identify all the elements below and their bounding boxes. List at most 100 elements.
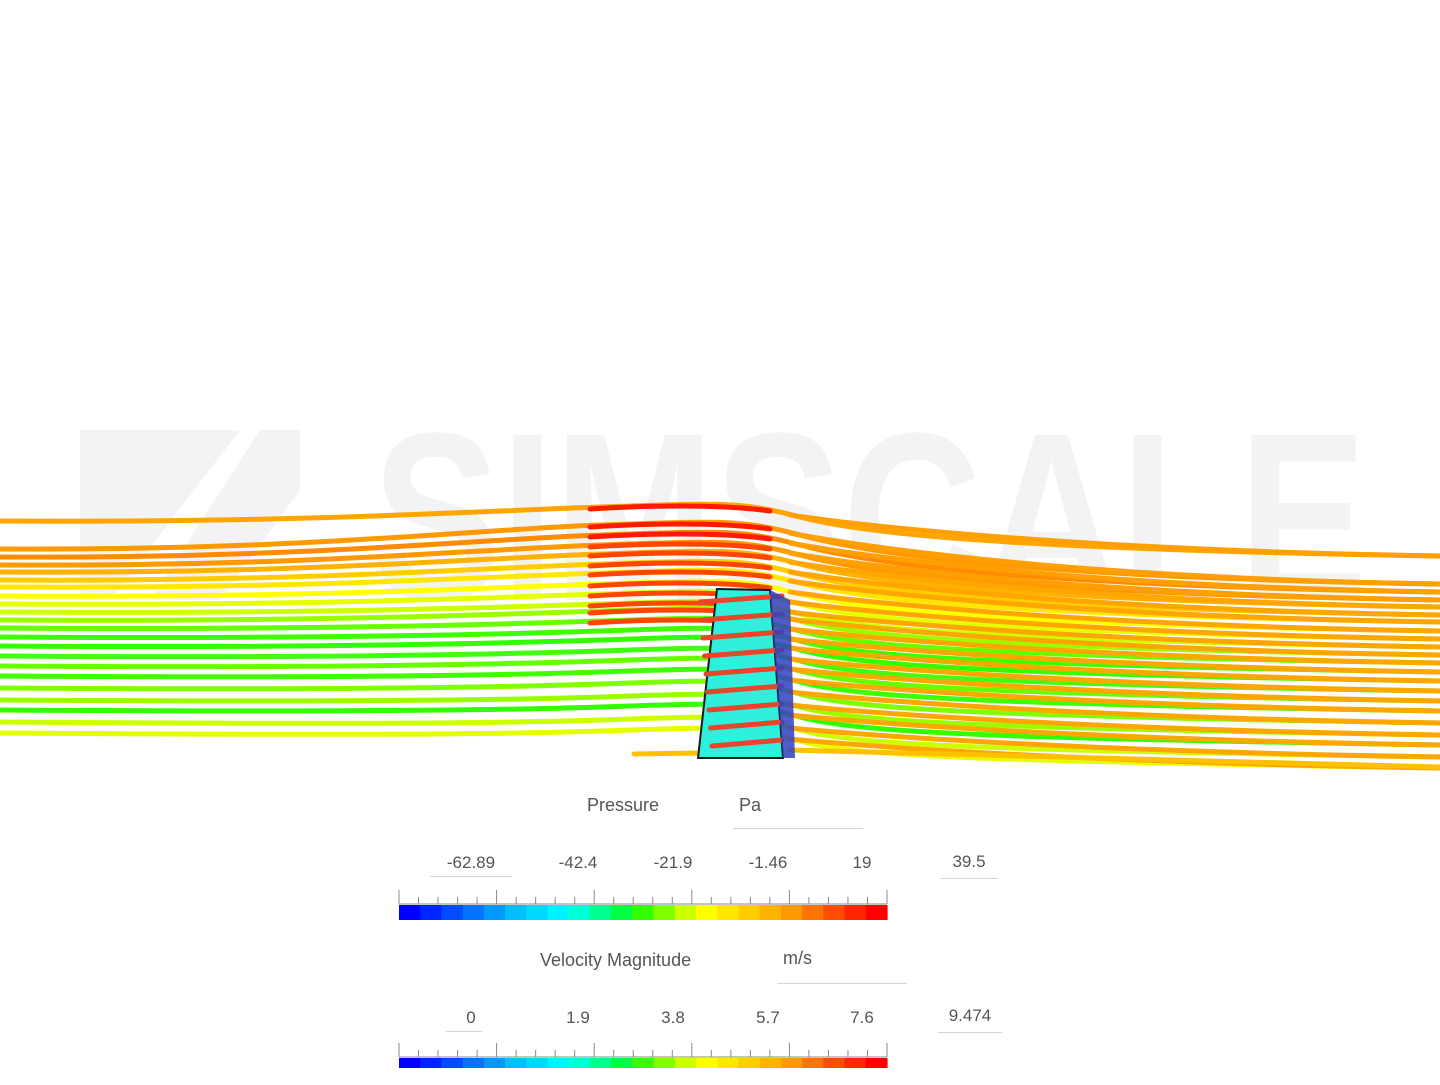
colorbar-swatch — [441, 1058, 464, 1068]
velocity-legend: Velocity Magnitude m/s 0 1.9 3.8 5.7 7.6… — [380, 945, 1020, 1085]
colorbar-swatch — [505, 905, 527, 920]
velocity-tick-4: 7.6 — [850, 1008, 874, 1027]
streamline-downstream — [787, 512, 1440, 559]
body-stripe — [709, 737, 785, 749]
colorbar-swatch — [399, 1058, 421, 1068]
streamline-downstream — [787, 569, 1440, 618]
streamline-downstream — [787, 540, 1440, 595]
colorbar-swatch — [653, 1058, 676, 1068]
streamline-downstream — [787, 578, 1440, 625]
building-pressure-stripes — [697, 590, 795, 758]
colorbar-swatch — [441, 905, 464, 920]
body-stripe — [700, 629, 785, 641]
colorbar-swatch — [420, 905, 443, 920]
velocity-tick-1: 1.9 — [566, 1008, 590, 1027]
streamline — [631, 747, 1440, 770]
colorbar-swatch — [547, 905, 570, 920]
velocity-unit-field[interactable]: m/s — [777, 945, 907, 984]
colorbar-swatch — [653, 905, 676, 920]
colorbar-swatch — [420, 1058, 443, 1068]
body-stripe — [702, 647, 785, 659]
colorbar-swatch — [759, 1058, 782, 1068]
watermark-logo-mark — [80, 430, 300, 600]
streamline-downstream — [787, 589, 1440, 634]
streamline-downstream — [787, 666, 1440, 704]
building-body[interactable] — [696, 587, 795, 759]
velocity-tick-2: 3.8 — [661, 1008, 685, 1027]
colorbar-swatch — [780, 905, 803, 920]
body-stripe — [706, 701, 785, 713]
streamline-high-pressure — [587, 521, 773, 532]
streamline-downstream — [787, 689, 1440, 726]
colorbar-swatch — [823, 905, 846, 920]
body-stripe — [703, 665, 785, 677]
velocity-unit: m/s — [783, 948, 812, 968]
pressure-colorbar — [398, 890, 888, 920]
streamline-downstream — [787, 725, 1440, 760]
velocity-legend-title: Velocity Magnitude — [540, 950, 692, 970]
pressure-unit-field[interactable]: Pa — [733, 790, 863, 829]
colorbar-swatch — [483, 1058, 506, 1068]
colorbar-swatch — [462, 905, 485, 920]
streamline-high-pressure — [587, 541, 773, 552]
velocity-tick-0: 0 — [466, 1008, 476, 1027]
streamline-high-pressure — [587, 569, 773, 580]
pressure-min-field[interactable] — [430, 850, 512, 877]
streamline-high-pressure — [587, 550, 773, 561]
pressure-tick-3: -1.46 — [748, 853, 788, 872]
velocity-max-field[interactable]: 9.474 — [938, 1006, 1002, 1033]
pressure-tick-4: 19 — [852, 853, 872, 872]
colorbar-swatch — [589, 905, 612, 920]
pressure-max-field[interactable]: 39.5 — [940, 852, 998, 879]
colorbar-swatch — [483, 905, 506, 920]
colorbar-swatch — [802, 905, 824, 920]
body-stripe — [705, 683, 785, 695]
colorbar-swatch — [759, 905, 782, 920]
streamline-high-pressure — [587, 531, 773, 542]
colorbar-swatch — [802, 1058, 824, 1068]
streamline-downstream — [787, 677, 1440, 714]
streamline-downstream — [787, 626, 1440, 666]
streamline-downstream — [787, 702, 1440, 738]
body-stripe — [697, 593, 785, 605]
streamline-high-pressure — [587, 560, 773, 571]
colorbar-swatch — [462, 1058, 485, 1068]
colorbar-swatch — [526, 905, 549, 920]
velocity-min-field[interactable] — [446, 1005, 482, 1032]
colorbar-swatch — [844, 905, 867, 920]
colorbar-swatch — [674, 1058, 697, 1068]
pressure-unit: Pa — [739, 795, 762, 815]
colorbar-swatch — [717, 905, 740, 920]
colorbar-swatch — [505, 1058, 527, 1068]
colorbar-swatch — [526, 1058, 549, 1068]
streamline-high-pressure — [587, 503, 773, 514]
streamline-downstream — [787, 616, 1440, 658]
colorbar-swatch — [399, 905, 421, 920]
colorbar-swatch — [674, 905, 697, 920]
pressure-tick-2: -21.9 — [653, 853, 693, 872]
streamline-high-pressure — [587, 580, 773, 591]
colorbar-swatch — [844, 1058, 867, 1068]
colorbar-swatch — [780, 1058, 803, 1068]
colorbar-swatch — [696, 1058, 718, 1068]
colorbar-swatch — [696, 905, 718, 920]
colorbar-swatch — [611, 1058, 633, 1068]
colorbar-swatch — [568, 905, 591, 920]
colorbar-swatch — [865, 905, 888, 920]
colorbar-swatch — [632, 905, 655, 920]
colorbar-swatch — [738, 905, 761, 920]
streamline-downstream — [787, 645, 1440, 684]
streamline-downstream — [787, 599, 1440, 642]
velocity-tick-3: 5.7 — [756, 1008, 780, 1027]
streamline-downstream — [787, 656, 1440, 694]
colorbar-swatch — [547, 1058, 570, 1068]
wake-region — [770, 590, 795, 758]
body-stripe — [708, 719, 785, 731]
streamline-downstream — [787, 609, 1440, 650]
pressure-tick-1: -42.4 — [558, 853, 598, 872]
colorbar-swatch — [738, 1058, 761, 1068]
streamline-downstream — [787, 550, 1440, 603]
body-stripe — [699, 611, 785, 623]
pressure-legend-title: Pressure — [587, 795, 660, 815]
